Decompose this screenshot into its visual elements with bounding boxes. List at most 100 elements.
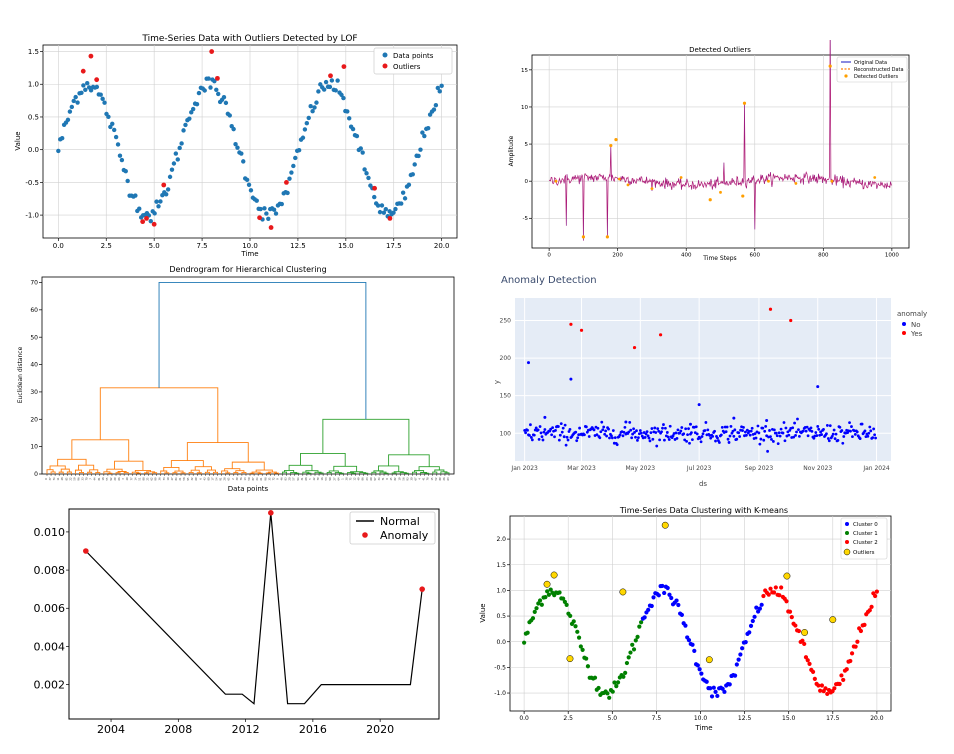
cluster-point bbox=[713, 689, 718, 694]
data-point bbox=[165, 187, 171, 192]
dendrogram-link bbox=[78, 464, 95, 471]
normal-point bbox=[622, 430, 626, 434]
outlier-point bbox=[626, 183, 630, 187]
cluster-point bbox=[853, 644, 858, 649]
cluster-point bbox=[695, 663, 700, 668]
normal-point bbox=[644, 432, 648, 436]
cluster-point bbox=[576, 635, 582, 640]
data-point bbox=[117, 153, 123, 158]
data-point bbox=[321, 87, 327, 92]
data-point bbox=[350, 126, 356, 132]
dendrogram-link bbox=[290, 472, 298, 474]
outlier-point bbox=[144, 215, 149, 221]
data-point bbox=[422, 133, 427, 139]
x-tick-label: 12.5 bbox=[738, 715, 752, 722]
normal-point bbox=[660, 430, 663, 434]
leaf-label: 25 bbox=[147, 477, 150, 481]
normal-point bbox=[684, 427, 688, 431]
data-point bbox=[223, 100, 229, 106]
cluster-point bbox=[660, 583, 665, 589]
normal-point bbox=[744, 430, 747, 434]
x-tick-label: 2020 bbox=[366, 723, 394, 736]
normal-point bbox=[725, 425, 729, 429]
data-point bbox=[285, 190, 290, 196]
y-tick-label: 0 bbox=[525, 179, 529, 185]
normal-point bbox=[682, 432, 686, 436]
leaf-label: 44 bbox=[94, 477, 97, 481]
data-point bbox=[206, 76, 211, 81]
legend-label-normal: Normal bbox=[380, 515, 420, 528]
x-tick-label: 400 bbox=[681, 253, 692, 259]
normal-point bbox=[658, 438, 662, 442]
normal-point bbox=[873, 433, 877, 437]
data-point bbox=[300, 135, 306, 140]
y-tick-label: 0 bbox=[34, 471, 38, 478]
data-point bbox=[169, 167, 175, 172]
cluster-point bbox=[748, 623, 754, 628]
anomaly-point bbox=[569, 322, 573, 326]
data-point bbox=[100, 96, 105, 102]
data-point bbox=[71, 98, 76, 104]
data-marks bbox=[83, 510, 425, 705]
data-point bbox=[304, 121, 310, 126]
normal-point bbox=[762, 438, 766, 442]
leaf-label: 43 bbox=[203, 477, 206, 481]
normal-point bbox=[764, 424, 768, 428]
y-tick-label: 50 bbox=[30, 334, 38, 341]
cluster-point bbox=[592, 675, 598, 680]
normal-point bbox=[868, 425, 872, 429]
data-point bbox=[137, 206, 142, 211]
leaf-label: 76 bbox=[240, 477, 243, 481]
leaf-label: 58 bbox=[183, 477, 186, 481]
legend-label-cluster-0: Cluster 0 bbox=[853, 522, 878, 528]
y-axis-label: Value bbox=[479, 603, 487, 622]
cluster-point bbox=[692, 648, 697, 654]
normal-point bbox=[662, 423, 665, 426]
leaf-label: 1 bbox=[341, 478, 344, 480]
cluster-point bbox=[858, 628, 864, 634]
normal-point bbox=[654, 431, 658, 434]
data-point bbox=[164, 192, 169, 197]
x-tick-label: 10.0 bbox=[242, 242, 258, 250]
normal-point bbox=[728, 434, 732, 438]
normal-point bbox=[647, 436, 651, 440]
data-point bbox=[158, 199, 163, 204]
leaf-label: 52 bbox=[435, 477, 438, 481]
normal-point bbox=[727, 441, 731, 444]
normal-point bbox=[834, 432, 838, 436]
cluster-point bbox=[789, 615, 794, 620]
data-point bbox=[113, 134, 119, 140]
normal-point bbox=[816, 425, 820, 428]
y-axis: 0 10 20 30 40 50 60 70 bbox=[30, 280, 42, 478]
x-tick-label: 0.0 bbox=[519, 715, 529, 722]
data-point bbox=[102, 100, 107, 105]
leaf-label: 77 bbox=[130, 477, 133, 481]
cluster-point bbox=[676, 602, 681, 608]
leaf-label: 99 bbox=[155, 477, 158, 481]
normal-point bbox=[765, 418, 769, 422]
cluster-point bbox=[662, 590, 667, 596]
dendrogram-link bbox=[206, 469, 216, 473]
normal-point bbox=[576, 436, 580, 440]
data-point bbox=[347, 116, 352, 121]
x-axis: 0.0 2.5 5.0 7.5 10.0 12.5 15.0 17.5 20.0 bbox=[519, 711, 884, 722]
legend: Data points Outliers bbox=[373, 47, 453, 75]
cluster-point bbox=[844, 667, 849, 672]
normal-point bbox=[686, 433, 689, 437]
cluster-point bbox=[699, 671, 704, 676]
data-point bbox=[88, 88, 94, 93]
dendrogram-link bbox=[347, 472, 355, 474]
cluster-point bbox=[752, 614, 757, 619]
dendrogram-link bbox=[71, 439, 130, 462]
normal-point bbox=[595, 433, 599, 437]
cluster-point bbox=[607, 695, 612, 700]
x-tick-label: Jan 2024 bbox=[862, 465, 890, 472]
legend: Normal Anomaly bbox=[349, 511, 436, 545]
leaf-label: 62 bbox=[151, 477, 154, 481]
normal-point bbox=[796, 417, 799, 421]
normal-point bbox=[559, 422, 563, 426]
normal-point bbox=[797, 428, 800, 432]
x-axis-label: Data points bbox=[228, 485, 269, 493]
leaf-label: 42 bbox=[313, 477, 316, 481]
dendrogram-link bbox=[103, 471, 111, 474]
